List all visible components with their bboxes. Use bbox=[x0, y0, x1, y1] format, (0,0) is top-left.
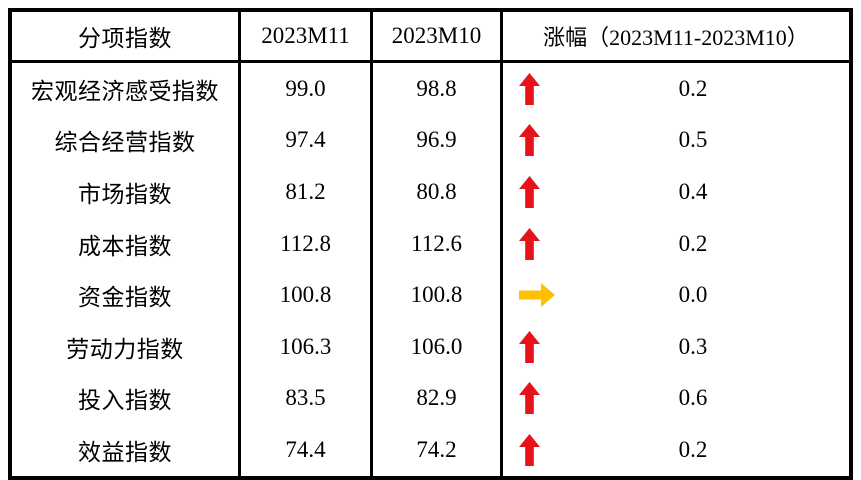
value-2023m10: 74.2 bbox=[373, 424, 503, 476]
table-row: 资金指数 100.8 100.8 0.0 bbox=[12, 269, 849, 321]
row-label: 综合经营指数 bbox=[12, 114, 241, 167]
value-2023m11: 100.8 bbox=[241, 269, 373, 321]
header-subindex: 分项指数 bbox=[12, 12, 241, 60]
up-arrow-icon bbox=[519, 433, 540, 466]
change-value: 0.2 bbox=[678, 230, 708, 256]
table-body: 宏观经济感受指数 99.0 98.8 0.2 综合经营指数 97.4 96.9 bbox=[12, 63, 849, 476]
change-cell: 0.0 bbox=[503, 269, 849, 321]
value-2023m10: 112.6 bbox=[373, 217, 503, 270]
table-row: 效益指数 74.4 74.2 0.2 bbox=[12, 424, 849, 476]
value-2023m10: 80.8 bbox=[373, 166, 503, 218]
up-arrow-icon bbox=[519, 124, 540, 157]
value-2023m10: 82.9 bbox=[373, 372, 503, 425]
change-cell: 0.2 bbox=[503, 63, 849, 115]
value-2023m10: 100.8 bbox=[373, 269, 503, 321]
change-cell: 0.3 bbox=[503, 321, 849, 373]
change-cell: 0.5 bbox=[503, 115, 849, 167]
change-value: 0.6 bbox=[678, 385, 708, 411]
table-row: 市场指数 81.2 80.8 0.4 bbox=[12, 166, 849, 218]
index-comparison-table: 分项指数 2023M11 2023M10 涨幅（2023M11-2023M10）… bbox=[8, 8, 853, 480]
row-label: 资金指数 bbox=[12, 269, 241, 321]
up-arrow-icon bbox=[519, 227, 540, 260]
value-2023m11: 81.2 bbox=[241, 166, 373, 218]
up-arrow-icon bbox=[519, 72, 540, 105]
change-cell: 0.6 bbox=[503, 373, 849, 425]
value-2023m11: 112.8 bbox=[241, 217, 373, 270]
value-2023m11: 83.5 bbox=[241, 372, 373, 425]
value-2023m10: 98.8 bbox=[373, 63, 503, 115]
row-label: 投入指数 bbox=[12, 372, 241, 425]
header-2023m11: 2023M11 bbox=[241, 12, 373, 60]
row-label: 宏观经济感受指数 bbox=[12, 63, 241, 115]
table-row: 宏观经济感受指数 99.0 98.8 0.2 bbox=[12, 63, 849, 115]
change-cell: 0.2 bbox=[503, 218, 849, 270]
row-label: 劳动力指数 bbox=[12, 320, 241, 373]
value-2023m11: 99.0 bbox=[241, 63, 373, 115]
table-header-row: 分项指数 2023M11 2023M10 涨幅（2023M11-2023M10） bbox=[12, 12, 849, 63]
value-2023m11: 97.4 bbox=[241, 114, 373, 167]
change-value: 0.4 bbox=[678, 178, 708, 204]
table-row: 成本指数 112.8 112.6 0.2 bbox=[12, 217, 849, 270]
table-row: 综合经营指数 97.4 96.9 0.5 bbox=[12, 114, 849, 167]
table: 分项指数 2023M11 2023M10 涨幅（2023M11-2023M10）… bbox=[8, 8, 853, 480]
table-row: 投入指数 83.5 82.9 0.6 bbox=[12, 372, 849, 425]
value-2023m10: 96.9 bbox=[373, 114, 503, 167]
value-2023m11: 106.3 bbox=[241, 320, 373, 373]
change-value: 0.0 bbox=[678, 282, 708, 308]
header-change: 涨幅（2023M11-2023M10） bbox=[543, 25, 809, 50]
value-2023m10: 106.0 bbox=[373, 320, 503, 373]
change-cell: 0.4 bbox=[503, 166, 849, 218]
change-value: 0.2 bbox=[678, 436, 708, 462]
header-2023m10: 2023M10 bbox=[373, 12, 503, 60]
up-arrow-icon bbox=[519, 330, 540, 363]
change-cell: 0.2 bbox=[503, 424, 849, 476]
right-arrow-icon bbox=[519, 283, 555, 308]
table-row: 劳动力指数 106.3 106.0 0.3 bbox=[12, 320, 849, 373]
change-value: 0.2 bbox=[678, 75, 708, 101]
row-label: 市场指数 bbox=[12, 166, 241, 218]
change-value: 0.3 bbox=[678, 333, 708, 359]
value-2023m11: 74.4 bbox=[241, 424, 373, 476]
row-label: 效益指数 bbox=[12, 424, 241, 476]
up-arrow-icon bbox=[519, 175, 540, 208]
row-label: 成本指数 bbox=[12, 217, 241, 270]
up-arrow-icon bbox=[519, 382, 540, 415]
change-value: 0.5 bbox=[678, 127, 708, 153]
